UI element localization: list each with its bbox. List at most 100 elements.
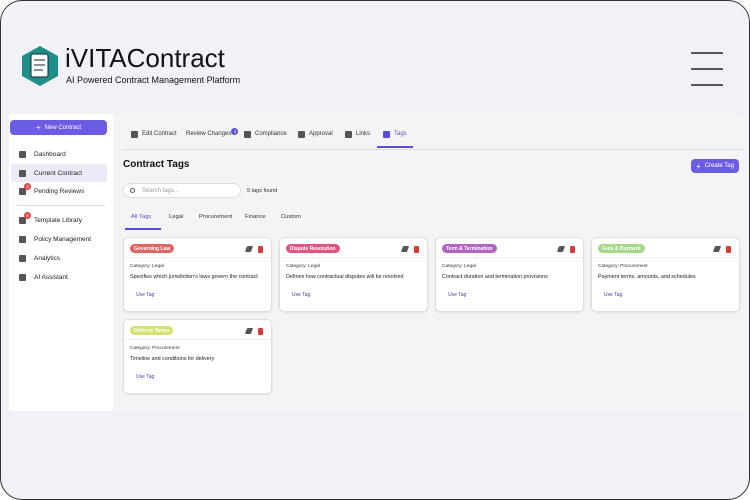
tag-category: Category: Legal <box>286 264 320 269</box>
filter-underline <box>125 228 161 230</box>
nav-label: Pending Reviews <box>34 187 85 195</box>
tag-category: Category: Legal <box>130 264 164 269</box>
tab-icon <box>131 130 138 138</box>
tab[interactable]: Approval <box>298 128 333 140</box>
tag-card: Delivery Terms Category: Procurement Timel… <box>123 319 272 394</box>
tag-description: Timeline and conditions for delivery <box>130 356 215 362</box>
card-divider <box>124 339 271 340</box>
tab[interactable]: Links <box>345 128 370 140</box>
tab-icon <box>383 130 390 138</box>
edit-button[interactable] <box>244 246 254 252</box>
tag-card: Governing Law Category: Legal Specifies wh… <box>123 237 272 312</box>
tab-icon <box>345 130 352 138</box>
tab-label: Approval <box>309 131 333 137</box>
tab[interactable]: Compliance <box>244 128 287 140</box>
button-label: Create Tag <box>704 163 734 169</box>
edit-button[interactable] <box>556 246 566 252</box>
tab-icon <box>298 130 305 138</box>
tab-label: Edit Contract <box>142 131 177 137</box>
card-divider <box>592 257 739 258</box>
divider <box>17 205 105 206</box>
button-label: New Contract <box>44 124 82 131</box>
nav-icon <box>19 254 26 262</box>
nav-icon <box>19 273 26 281</box>
delete-button[interactable] <box>414 246 419 253</box>
tag-pill: Delivery Terms <box>130 326 174 335</box>
tag-description: Specifies which jurisdiction's laws gove… <box>130 274 258 280</box>
menu-button[interactable] <box>689 49 725 89</box>
nav-icon: 5 <box>19 211 31 224</box>
delete-button[interactable] <box>258 328 263 335</box>
nav-badge: 3 <box>24 182 31 190</box>
nav-icon <box>19 169 26 177</box>
nav-label: Dashboard <box>34 150 66 158</box>
tag-card: Fees & Payment Category: Procurement Payme… <box>591 237 740 312</box>
tab-label: Compliance <box>255 131 287 137</box>
use-tag-button[interactable]: Use Tag <box>136 292 155 298</box>
tab-label: Links <box>356 131 371 137</box>
tag-pill: Term & Termination <box>442 244 497 253</box>
tabs-divider <box>123 149 743 150</box>
tab-label: Review Changes <box>186 131 232 137</box>
app-subtitle: AI Powered Contract Management Platform <box>66 75 241 85</box>
tag-pill: Fees & Payment <box>598 244 645 253</box>
logo <box>22 46 58 86</box>
create-tag-button[interactable]: + Create Tag <box>691 159 739 173</box>
tag-pill: Dispute Resolution <box>286 244 340 253</box>
tab-icon <box>244 130 251 138</box>
nav-icon <box>19 235 26 243</box>
sidebar: + New Contract Dashboard Current Contract 3… <box>9 114 113 411</box>
tag-card: Term & Termination Category: Legal Contrac… <box>435 237 584 312</box>
use-tag-button[interactable]: Use Tag <box>136 374 155 380</box>
tag-pill: Governing Law <box>130 244 175 253</box>
filter-tab[interactable]: All Tags <box>131 214 152 220</box>
filter-tab[interactable]: Finance <box>245 214 266 220</box>
tag-category: Category: Legal <box>442 264 476 269</box>
nav-label: Analytics <box>34 254 61 262</box>
nav-label: Template Library <box>34 216 83 224</box>
new-contract-button[interactable]: + New Contract <box>10 120 107 135</box>
nav-badge: 5 <box>24 211 31 219</box>
edit-button[interactable] <box>400 246 410 252</box>
tag-card: Dispute Resolution Category: Legal Defines… <box>279 237 428 312</box>
nav-item[interactable]: Dashboard <box>11 145 107 163</box>
tab[interactable]: Edit Contract <box>131 128 177 140</box>
card-divider <box>280 257 427 258</box>
tag-description: Contract duration and termination provis… <box>442 274 548 280</box>
tab-label: Tags <box>394 131 407 137</box>
tab[interactable]: Review Changes 3 <box>186 128 239 140</box>
nav-item[interactable]: Policy Management <box>11 230 107 248</box>
nav-icon: 3 <box>19 182 31 195</box>
nav-item[interactable]: 3 Pending Reviews <box>11 182 107 200</box>
use-tag-button[interactable]: Use Tag <box>604 292 623 298</box>
nav-item[interactable]: AI Assistant <box>11 268 107 286</box>
nav-item[interactable]: 5 Template Library <box>11 211 107 229</box>
delete-button[interactable] <box>258 246 263 253</box>
tag-description: Payment terms, amounts, and schedules <box>598 274 696 280</box>
search-input[interactable]: Search tags... <box>123 183 241 198</box>
edit-button[interactable] <box>244 328 254 334</box>
delete-button[interactable] <box>726 246 731 253</box>
use-tag-button[interactable]: Use Tag <box>292 292 311 298</box>
nav-item[interactable]: Analytics <box>11 249 107 267</box>
tag-category: Category: Procurement <box>130 346 180 351</box>
card-divider <box>124 257 271 258</box>
filter-tab[interactable]: Procurement <box>199 214 233 220</box>
tag-count: 5 tags found <box>247 188 278 194</box>
tag-category: Category: Procurement <box>598 264 648 269</box>
nav-item[interactable]: Current Contract <box>11 164 107 182</box>
section-title: Contract Tags <box>123 159 190 170</box>
tab[interactable]: Tags <box>383 128 407 140</box>
nav-icon <box>19 150 26 158</box>
nav-label: Current Contract <box>34 169 83 177</box>
edit-button[interactable] <box>712 246 722 252</box>
nav-label: Policy Management <box>34 235 92 243</box>
card-divider <box>436 257 583 258</box>
use-tag-button[interactable]: Use Tag <box>448 292 467 298</box>
search-placeholder: Search tags... <box>142 188 180 194</box>
filter-tab[interactable]: Custom <box>281 214 301 220</box>
delete-button[interactable] <box>570 246 575 253</box>
filter-tab[interactable]: Legal <box>169 214 184 220</box>
app-title: iVITAContract <box>65 43 225 73</box>
